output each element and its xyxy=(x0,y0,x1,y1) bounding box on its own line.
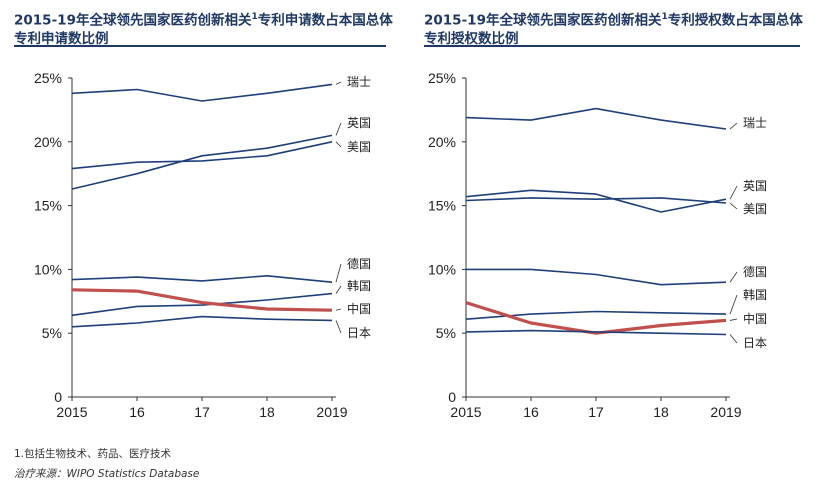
left-series-label-4: 韩国 xyxy=(347,278,371,293)
right-series-line-6 xyxy=(465,329,727,336)
right-series-leader-0 xyxy=(729,122,738,130)
footnote-note: 1.包括生物技术、药品、医疗技术 xyxy=(14,448,172,460)
left-series-leader-6 xyxy=(335,320,342,334)
right-series-leader-5 xyxy=(729,318,738,321)
right-x-tick-label: 16 xyxy=(523,404,539,420)
left-series-label-0: 瑞士 xyxy=(347,75,371,89)
right-y-tick-label: 0 xyxy=(448,389,456,405)
left-chart-title: 2015-19年全球领先国家医药创新相关1专利申请数占本国总体专利申请数比例 xyxy=(14,12,393,47)
right-series-leader-1 xyxy=(729,185,738,200)
left-x-tick-label: 2019 xyxy=(316,404,347,420)
left-series-leader-3 xyxy=(335,263,342,283)
left-y-tick-label: 10% xyxy=(34,261,62,277)
footnote-source: 治疗来源：WIPO Statistics Database xyxy=(14,468,200,480)
right-x-tick-label: 18 xyxy=(653,404,669,420)
left-x-tick-label: 2015 xyxy=(56,404,87,420)
right-series-leader-4 xyxy=(729,294,738,315)
left-series-label-1: 英国 xyxy=(347,116,371,130)
right-series-line-2 xyxy=(465,197,727,204)
left-y-tick-label: 20% xyxy=(34,134,62,150)
left-series-leader-5 xyxy=(335,308,342,311)
right-series-label-0: 瑞士 xyxy=(743,116,767,130)
left-x-tick-label: 17 xyxy=(194,404,210,420)
left-series-leader-2 xyxy=(335,141,342,148)
right-y-tick-label: 15% xyxy=(428,198,456,214)
left-series-label-5: 中国 xyxy=(347,301,371,316)
left-series-leader-4 xyxy=(335,285,342,294)
right-series-leader-3 xyxy=(729,271,738,283)
right-series-label-5: 中国 xyxy=(743,311,767,326)
left-series-label-6: 日本 xyxy=(347,326,371,340)
left-series-label-3: 德国 xyxy=(347,256,371,271)
left-y-tick-label: 0 xyxy=(54,389,62,405)
left-series-label-2: 美国 xyxy=(347,140,371,154)
left-series-line-5 xyxy=(71,288,333,312)
left-x-tick-label: 18 xyxy=(259,404,275,420)
right-series-label-3: 德国 xyxy=(743,264,767,279)
left-series-leader-1 xyxy=(335,122,342,136)
right-series-label-6: 日本 xyxy=(743,336,767,350)
right-x-tick-label: 2015 xyxy=(450,404,481,420)
right-series-label-4: 韩国 xyxy=(743,287,767,302)
left-title-rule xyxy=(14,45,386,47)
left-series-line-0 xyxy=(71,83,333,102)
left-y-tick-label: 15% xyxy=(34,198,62,214)
left-series-line-2 xyxy=(71,141,333,170)
right-series-leader-6 xyxy=(729,334,738,344)
right-chart-title: 2015-19年全球领先国家医药创新相关1专利授权数占本国总体专利授权数比例 xyxy=(424,12,803,47)
right-y-tick-label: 25% xyxy=(428,70,456,86)
right-series-line-5 xyxy=(465,301,727,335)
right-series-line-0 xyxy=(465,107,727,130)
left-y-tick-label: 25% xyxy=(34,70,62,86)
right-y-tick-label: 10% xyxy=(428,261,456,277)
left-y-tick-label: 5% xyxy=(42,325,62,341)
right-series-label-1: 英国 xyxy=(743,179,767,193)
right-series-line-3 xyxy=(466,268,727,286)
right-series-leader-2 xyxy=(729,202,738,210)
right-x-tick-label: 17 xyxy=(588,404,604,420)
right-y-tick-label: 20% xyxy=(428,134,456,150)
right-series-line-1 xyxy=(465,189,727,213)
left-series-line-6 xyxy=(71,315,333,328)
right-x-tick-label: 2019 xyxy=(710,404,741,420)
right-y-tick-label: 5% xyxy=(436,325,456,341)
left-series-leader-0 xyxy=(335,81,342,85)
right-series-label-2: 美国 xyxy=(743,202,767,216)
left-series-line-4 xyxy=(71,292,333,317)
left-x-tick-label: 16 xyxy=(129,404,145,420)
right-title-rule xyxy=(424,45,800,47)
left-series-line-1 xyxy=(71,134,333,190)
left-series-line-3 xyxy=(71,274,333,283)
